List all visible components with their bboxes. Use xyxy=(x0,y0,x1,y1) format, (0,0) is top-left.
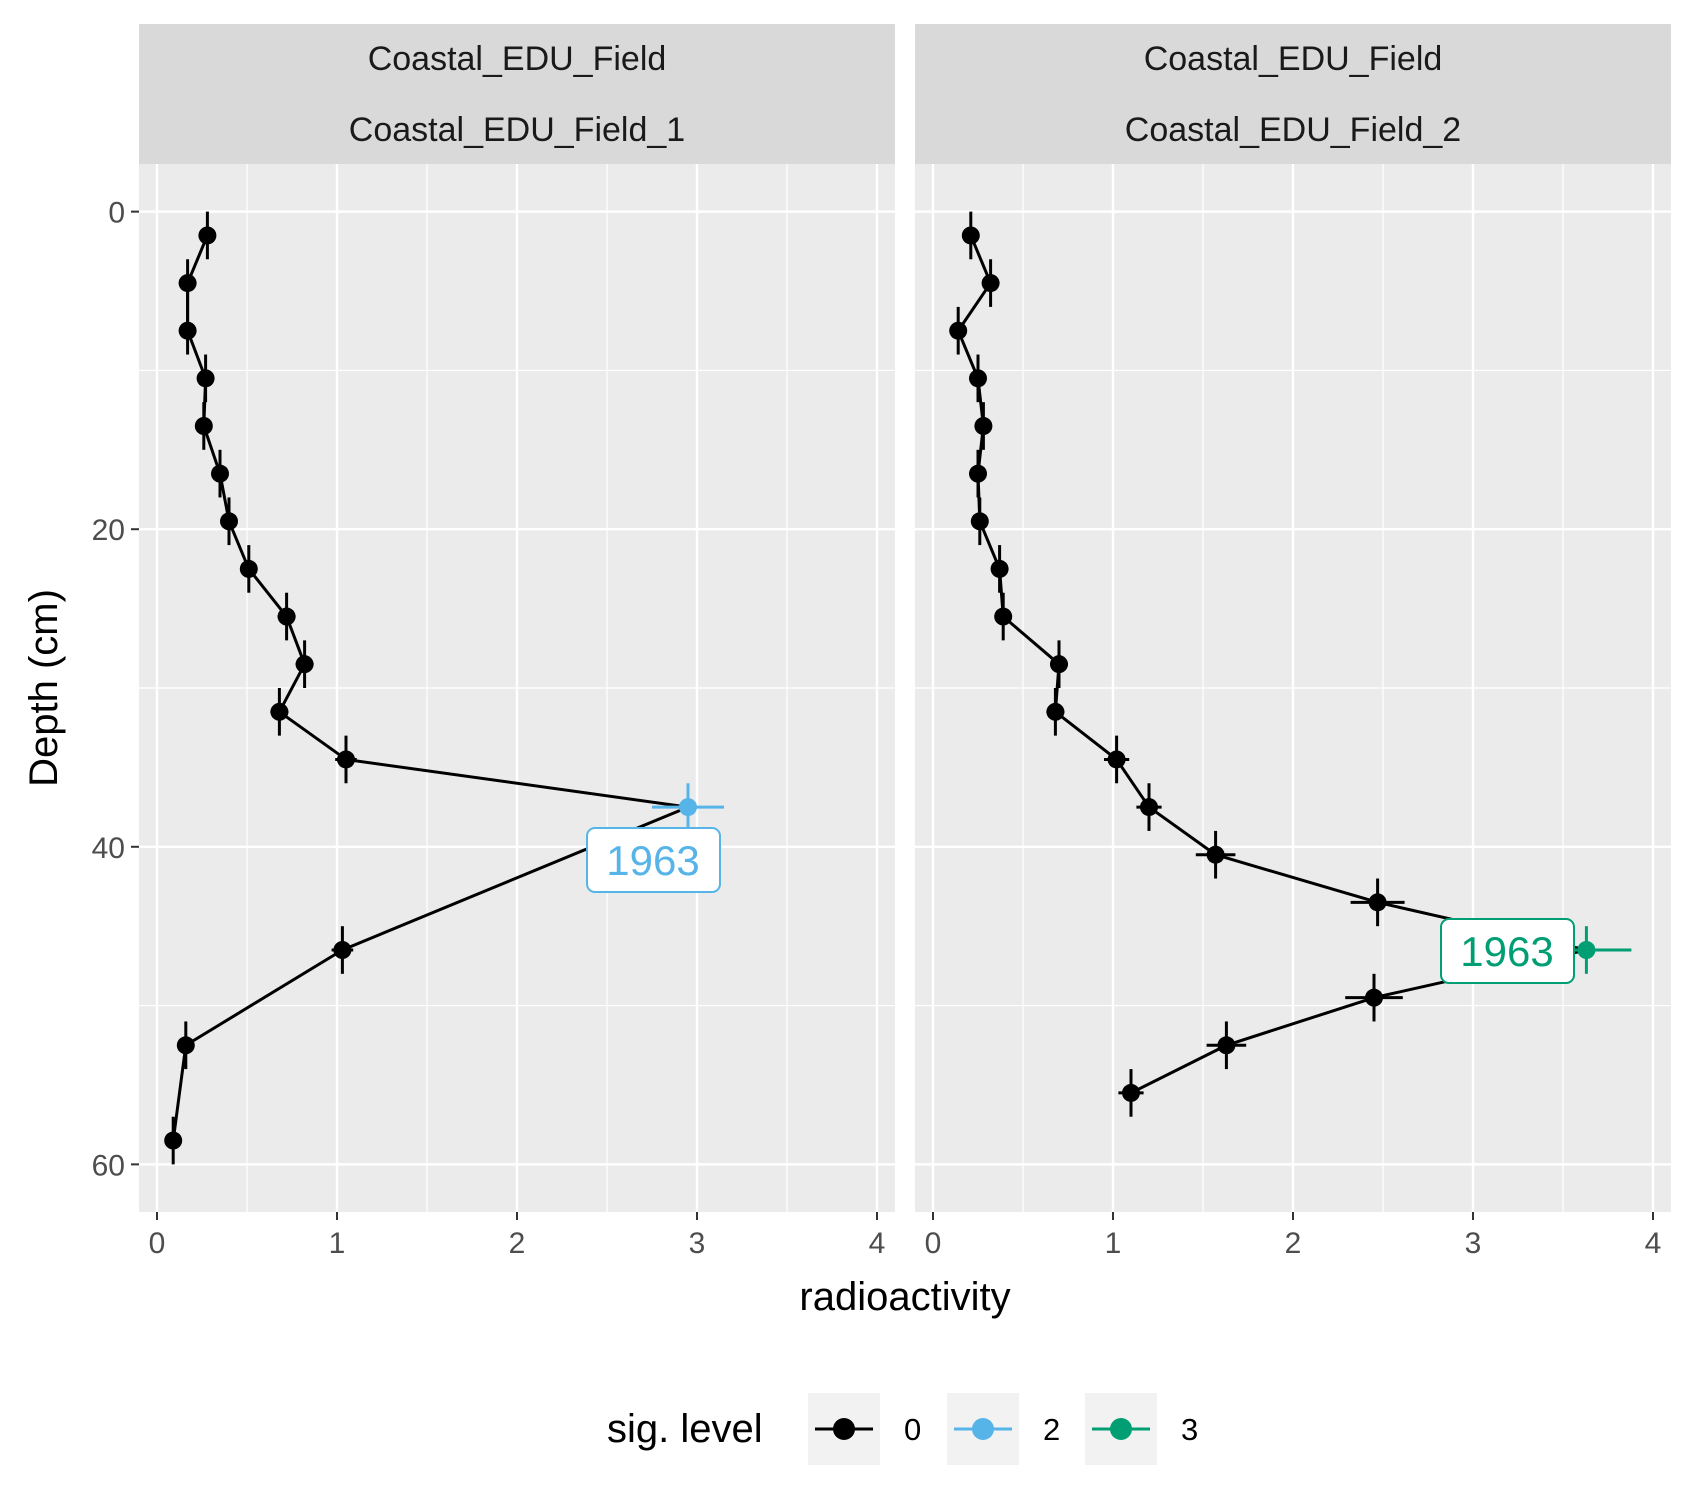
data-point xyxy=(220,512,238,531)
series-line-segment xyxy=(185,948,344,1047)
data-point xyxy=(1365,988,1383,1007)
x-tick-label: 4 xyxy=(869,1227,886,1260)
data-point xyxy=(178,321,197,340)
strip-top-bg-2 xyxy=(915,24,1671,94)
y-tick-label: 0 xyxy=(108,197,125,230)
series-line-segment xyxy=(1054,710,1118,761)
series-line-segment xyxy=(278,710,347,761)
data-point xyxy=(1140,798,1158,817)
x-tick-label: 1 xyxy=(1105,1227,1122,1260)
strip-bottom-bg-1 xyxy=(139,94,895,164)
x-tick-label: 1 xyxy=(329,1227,346,1260)
series-line-segment xyxy=(1130,1043,1228,1095)
data-point xyxy=(277,607,296,626)
legend: sig. level 0 2 3 xyxy=(607,1393,1198,1465)
data-point xyxy=(970,512,989,531)
y-axis-title: Depth (cm) xyxy=(22,589,66,787)
strip-top-label-2: Coastal_EDU_Field xyxy=(1144,40,1443,78)
legend-label-2: 2 xyxy=(1043,1412,1060,1447)
data-point xyxy=(270,702,289,721)
data-point xyxy=(1050,655,1068,674)
series-panel-2 xyxy=(949,211,1632,1117)
data-point xyxy=(981,274,1000,293)
series-panel-1 xyxy=(164,211,724,1165)
strip-top-label-1: Coastal_EDU_Field xyxy=(368,40,667,78)
legend-label-3: 3 xyxy=(1181,1412,1198,1447)
data-point xyxy=(969,464,987,483)
strip-bottom-label-2: Coastal_EDU_Field_2 xyxy=(1125,111,1461,149)
y-tick-label: 20 xyxy=(92,514,125,547)
data-point xyxy=(1107,750,1126,769)
data-point xyxy=(211,464,229,483)
x-axis-title: radioactivity xyxy=(799,1275,1010,1319)
grid-2 xyxy=(915,164,1671,1212)
data-point xyxy=(961,226,980,245)
series-line-segment xyxy=(1002,615,1060,666)
x-tick-label: 3 xyxy=(1465,1227,1482,1260)
annotation-text-1: 1963 xyxy=(606,837,699,884)
data-point xyxy=(974,417,993,435)
series-line-segment xyxy=(345,757,689,809)
y-tick-label: 40 xyxy=(92,832,125,865)
panel-1: Coastal_EDU_Field Coastal_EDU_Field_1 19… xyxy=(139,24,895,1212)
data-point xyxy=(239,559,258,578)
data-point xyxy=(1577,941,1596,959)
data-point xyxy=(178,274,197,293)
legend-key-point-2 xyxy=(972,1418,994,1440)
annotation-panel-2: 1963 xyxy=(1440,918,1575,984)
x-tick-label: 0 xyxy=(149,1227,166,1260)
annotation-panel-1: 1963 xyxy=(586,827,721,893)
annotation-box-2 xyxy=(1440,918,1575,984)
x-tick-label: 2 xyxy=(1285,1227,1302,1260)
data-point xyxy=(198,226,217,245)
series-line-segment xyxy=(1115,758,1151,808)
strip-bottom-bg-2 xyxy=(915,94,1671,164)
data-point xyxy=(164,1131,183,1150)
data-point xyxy=(679,798,697,817)
series-line-segment xyxy=(1148,805,1217,856)
legend-title: sig. level xyxy=(607,1407,763,1451)
data-point xyxy=(295,655,314,674)
panel-2: Coastal_EDU_Field Coastal_EDU_Field_2 19… xyxy=(915,24,1671,1212)
data-point xyxy=(1122,1083,1140,1102)
legend-item-2: 2 xyxy=(947,1393,1060,1465)
data-point xyxy=(969,369,987,388)
annotation-box-1 xyxy=(586,827,721,893)
data-point xyxy=(994,607,1013,626)
legend-item-3: 3 xyxy=(1085,1393,1198,1465)
data-point xyxy=(1206,845,1225,864)
series-line-segment xyxy=(1225,996,1375,1047)
data-point xyxy=(333,941,352,959)
legend-item-0: 0 xyxy=(808,1393,921,1465)
data-point xyxy=(194,417,213,435)
y-tick-label: 60 xyxy=(92,1149,125,1182)
data-point xyxy=(990,559,1009,578)
series-line-segment xyxy=(956,282,992,332)
data-point xyxy=(1368,893,1387,912)
series-line-segment xyxy=(1215,853,1379,904)
legend-key-point-0 xyxy=(833,1418,855,1440)
strip-bottom-label-1: Coastal_EDU_Field_1 xyxy=(349,111,685,149)
x-tick-label: 3 xyxy=(689,1227,706,1260)
grid-1 xyxy=(139,164,895,1212)
data-point xyxy=(1046,702,1065,721)
legend-label-0: 0 xyxy=(904,1412,921,1447)
legend-key-point-3 xyxy=(1110,1418,1132,1440)
series-line-segment xyxy=(171,1045,188,1141)
data-point xyxy=(337,750,355,769)
data-point xyxy=(196,369,215,388)
series-line-segment xyxy=(247,567,288,618)
data-point xyxy=(949,321,968,340)
x-tick-label: 4 xyxy=(1645,1227,1662,1260)
x-tick-label: 0 xyxy=(925,1227,942,1260)
x-tick-label: 2 xyxy=(509,1227,526,1260)
annotation-text-2: 1963 xyxy=(1460,928,1553,975)
data-point xyxy=(176,1036,195,1055)
strip-top-bg-1 xyxy=(139,24,895,94)
data-point xyxy=(1217,1036,1236,1055)
